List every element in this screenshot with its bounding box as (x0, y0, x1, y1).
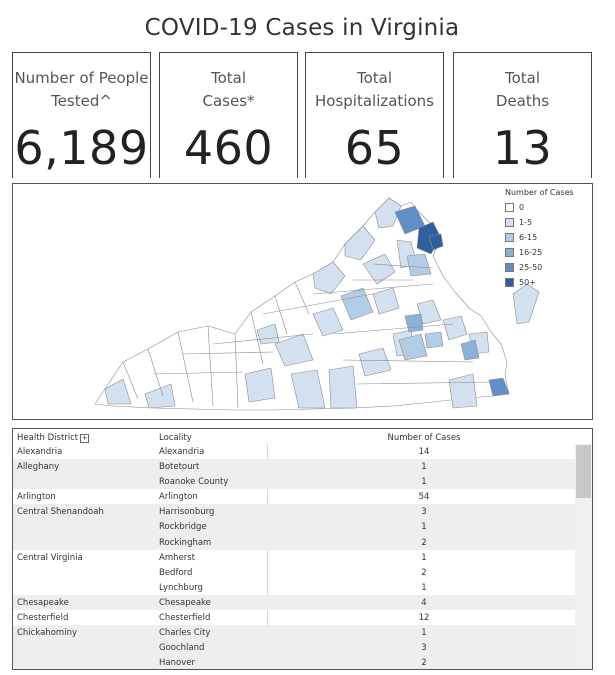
kpi-value: 6,189 (14, 121, 149, 175)
legend-label: 25-50 (519, 263, 543, 272)
locality-cell: Chesterfield (159, 613, 211, 624)
table-row[interactable]: Alexandria Alexandria 14 (13, 444, 575, 459)
table-row[interactable]: Lynchburg 1 (13, 580, 575, 595)
locality-cell: Goochland (159, 643, 205, 654)
locality-cell: Lynchburg (159, 582, 203, 593)
locality-cell: Rockingham (159, 537, 212, 548)
column-header-locality[interactable]: Locality (159, 433, 192, 443)
kpi-value: 13 (492, 121, 553, 175)
locality-cell: Roanoke County (159, 477, 229, 488)
district-cell: Central Shenandoah (17, 507, 104, 518)
locality-cell: Rockbridge (159, 522, 207, 533)
cases-cell: 1 (421, 477, 427, 488)
legend-label: 0 (519, 203, 525, 212)
cases-cell: 3 (421, 507, 427, 518)
legend-label: 1-5 (519, 218, 533, 227)
cases-cell: 2 (421, 537, 427, 548)
cases-cell: 3 (421, 643, 427, 654)
table-body: Alexandria Alexandria 14 Alleghany Botetour… (13, 444, 575, 669)
legend-item[interactable]: 6-15 (505, 230, 574, 245)
district-cell: Arlington (17, 492, 56, 503)
table-row[interactable]: Rockbridge 1 (13, 519, 575, 535)
locality-cell: Amherst (159, 552, 195, 563)
legend-item[interactable]: 1-5 (505, 215, 574, 230)
cases-cell: 2 (421, 658, 427, 669)
legend-label: 6-15 (519, 233, 538, 242)
cases-cell: 1 (421, 628, 427, 639)
cases-cell: 4 (421, 597, 427, 608)
legend-label: 50+ (519, 278, 536, 287)
legend-swatch (505, 248, 514, 257)
district-cell: Central Virginia (17, 552, 83, 563)
legend-swatch (505, 278, 514, 287)
table-row[interactable]: Hanover 2 (13, 655, 575, 669)
cases-cell: 2 (421, 567, 427, 578)
cases-cell: 14 (418, 447, 430, 457)
locality-cell: Chesapeake (159, 597, 211, 608)
legend-item[interactable]: 50+ (505, 275, 574, 290)
table-row[interactable]: Chesterfield Chesterfield 12 (13, 610, 575, 625)
kpi-label: Total Cases* (202, 69, 255, 110)
kpi-label: Total Deaths (495, 69, 550, 110)
map-legend: Number of Cases 0 1-5 6-15 16-25 25-50 5… (505, 188, 574, 290)
cases-cell: 12 (418, 613, 430, 624)
legend-swatch (505, 203, 514, 212)
table-row[interactable]: Goochland 3 (13, 640, 575, 656)
table-row[interactable]: Rockingham 2 (13, 534, 575, 550)
kpi-hospitalizations: Total Hospitalizations 65 (305, 52, 444, 178)
legend-swatch (505, 233, 514, 242)
locality-cell: Arlington (159, 492, 198, 503)
district-cell: Chesterfield (17, 613, 69, 624)
table-row[interactable]: Central Shenandoah Harrisonburg 3 (13, 504, 575, 520)
table-row[interactable]: Central Virginia Amherst 1 (13, 550, 575, 565)
table-row[interactable]: Chesapeake Chesapeake 4 (13, 594, 575, 611)
kpi-total-cases: Total Cases* 460 (159, 52, 298, 178)
cases-cell: 1 (421, 522, 427, 533)
district-cell: Alleghany (17, 462, 60, 473)
legend-item[interactable]: 16-25 (505, 245, 574, 260)
district-cell: Alexandria (17, 447, 63, 457)
column-header-label: Health District (17, 433, 79, 443)
table-row[interactable]: Alleghany Botetourt 1 (13, 459, 575, 475)
table-header: Health District + Locality Number of Case… (13, 429, 592, 444)
expand-plus-icon[interactable]: + (80, 433, 90, 443)
kpi-label: Total Hospitalizations (315, 69, 434, 110)
legend-title: Number of Cases (505, 188, 574, 197)
legend-item[interactable]: 0 (505, 200, 574, 215)
kpi-value: 65 (344, 121, 405, 175)
table-scrollbar[interactable] (575, 444, 592, 669)
cases-cell: 54 (418, 492, 430, 503)
kpi-deaths: Total Deaths 13 (453, 52, 592, 178)
dashboard-title: COVID-19 Cases in Virginia (144, 15, 460, 41)
column-header-number-of-cases[interactable]: Number of Cases (387, 433, 461, 443)
legend-item[interactable]: 25-50 (505, 260, 574, 275)
kpi-value: 460 (183, 121, 274, 175)
table-row[interactable]: Arlington Arlington 54 (13, 489, 575, 504)
table-row[interactable]: Roanoke County 1 (13, 474, 575, 490)
cases-cell: 1 (421, 462, 427, 473)
locality-cell: Harrisonburg (159, 507, 215, 518)
locality-cell: Charles City (159, 628, 211, 639)
virginia-county-map[interactable]: Number of Cases 0 1-5 6-15 16-25 25-50 5… (12, 183, 593, 420)
legend-label: 16-25 (519, 248, 543, 257)
kpi-label: Number of People Tested^ (14, 69, 149, 110)
cases-cell: 1 (421, 552, 427, 563)
kpi-people-tested: Number of People Tested^ 6,189 (12, 52, 151, 178)
district-cell: Chickahominy (17, 628, 77, 639)
column-header-health-district[interactable]: Health District + (17, 433, 90, 443)
cases-table: Health District + Locality Number of Case… (12, 428, 593, 670)
locality-cell: Botetourt (159, 462, 200, 473)
column-divider (267, 444, 268, 669)
locality-cell: Hanover (159, 658, 195, 669)
cases-cell: 1 (421, 582, 427, 593)
legend-swatch (505, 263, 514, 272)
table-row[interactable]: Bedford 2 (13, 565, 575, 580)
map-graphic[interactable] (13, 184, 592, 419)
legend-swatch (505, 218, 514, 227)
table-row[interactable]: Chickahominy Charles City 1 (13, 625, 575, 641)
district-cell: Chesapeake (17, 597, 69, 608)
locality-cell: Alexandria (159, 447, 205, 457)
scrollbar-thumb[interactable] (576, 445, 591, 498)
locality-cell: Bedford (159, 567, 193, 578)
